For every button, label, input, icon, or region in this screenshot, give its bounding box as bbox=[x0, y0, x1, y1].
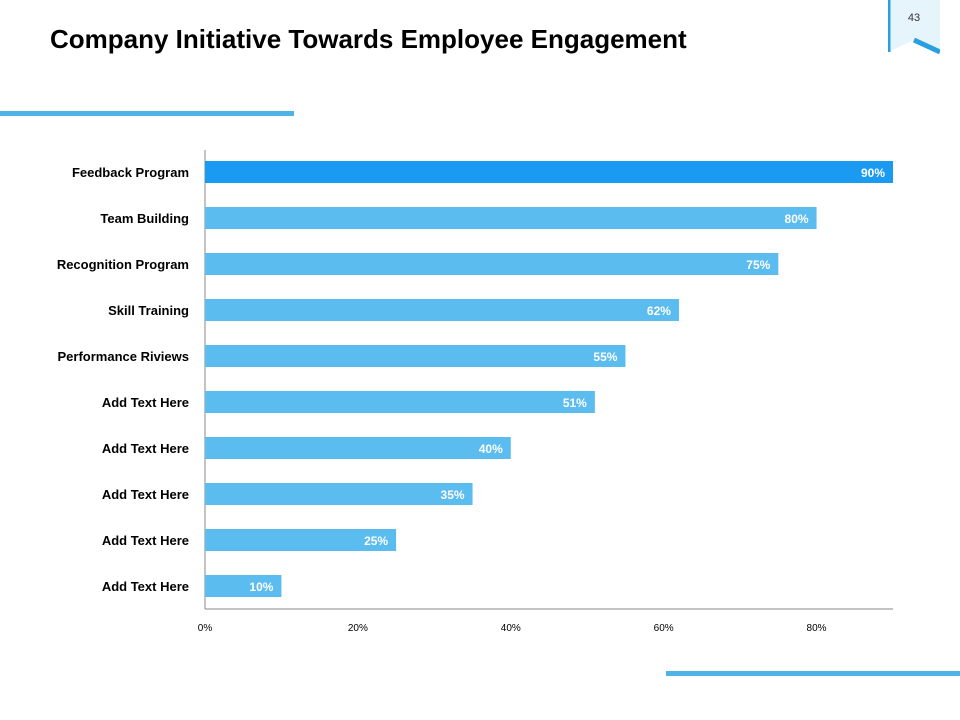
data-label: 40% bbox=[479, 442, 503, 456]
page-number-badge: 43 bbox=[888, 0, 940, 56]
data-label: 35% bbox=[441, 488, 465, 502]
category-label: Recognition Program bbox=[57, 257, 189, 272]
bar bbox=[205, 207, 817, 229]
data-label: 55% bbox=[593, 350, 617, 364]
category-label: Feedback Program bbox=[72, 165, 189, 180]
category-label: Skill Training bbox=[108, 303, 189, 318]
x-tick-label: 0% bbox=[198, 623, 213, 634]
data-label: 90% bbox=[861, 166, 885, 180]
category-label: Add Text Here bbox=[102, 441, 189, 456]
bar bbox=[205, 437, 511, 459]
bar bbox=[205, 161, 893, 183]
category-label: Team Building bbox=[100, 211, 189, 226]
x-tick-label: 40% bbox=[501, 623, 521, 634]
top-accent-line bbox=[0, 111, 294, 116]
category-label: Add Text Here bbox=[102, 533, 189, 548]
bar bbox=[205, 299, 679, 321]
bar bbox=[205, 483, 473, 505]
category-label: Add Text Here bbox=[102, 579, 189, 594]
bar bbox=[205, 391, 595, 413]
bar bbox=[205, 345, 626, 367]
bar bbox=[205, 529, 397, 551]
page-number: 43 bbox=[907, 12, 921, 24]
x-tick-label: 60% bbox=[654, 623, 674, 634]
data-label: 25% bbox=[364, 534, 388, 548]
x-tick-label: 20% bbox=[348, 623, 368, 634]
category-label: Add Text Here bbox=[102, 395, 189, 410]
data-label: 51% bbox=[563, 396, 587, 410]
data-label: 62% bbox=[647, 304, 671, 318]
slide-title: Company Initiative Towards Employee Enga… bbox=[50, 24, 687, 54]
x-tick-label: 80% bbox=[807, 623, 827, 634]
data-label: 80% bbox=[785, 212, 809, 226]
data-label: 10% bbox=[249, 580, 273, 594]
category-label: Performance Riviews bbox=[57, 349, 189, 364]
bookmark-icon bbox=[888, 0, 940, 55]
category-label: Add Text Here bbox=[102, 487, 189, 502]
data-label: 75% bbox=[746, 258, 770, 272]
bottom-accent-line bbox=[666, 671, 960, 676]
bar bbox=[205, 253, 779, 275]
bar bbox=[205, 575, 282, 597]
